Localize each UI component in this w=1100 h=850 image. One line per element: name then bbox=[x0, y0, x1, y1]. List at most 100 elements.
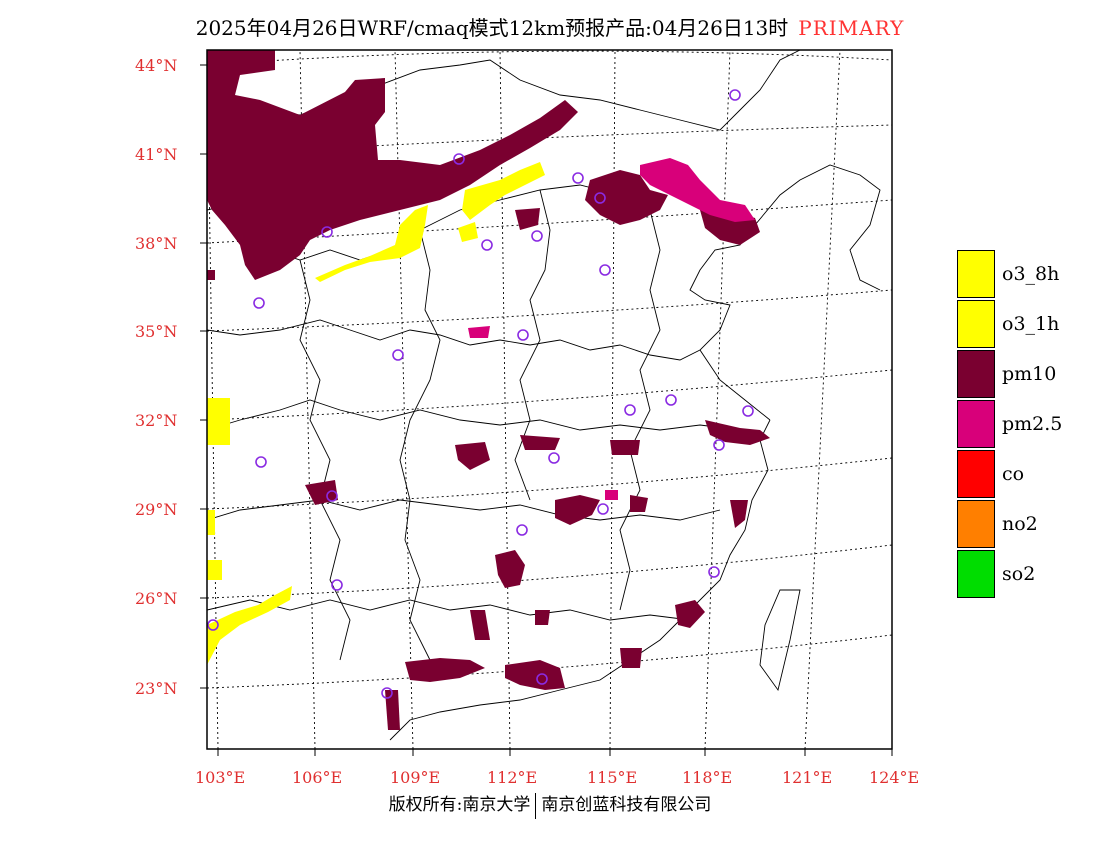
pm10-gansu bbox=[207, 270, 215, 280]
lon-line-115 bbox=[609, 50, 616, 749]
province-5 bbox=[207, 499, 721, 521]
lat-label: 35°N bbox=[135, 322, 178, 341]
legend-label-co: co bbox=[1002, 463, 1025, 485]
lat-label: 32°N bbox=[135, 411, 178, 430]
pm10-beijing-tianjin bbox=[585, 170, 668, 225]
title-tag: PRIMARY bbox=[798, 16, 905, 40]
lon-label: 109°E bbox=[390, 768, 441, 787]
lat-label: 23°N bbox=[135, 679, 178, 698]
province-6 bbox=[207, 599, 691, 621]
o3-regions bbox=[207, 162, 545, 665]
lon-label: 121°E bbox=[782, 768, 833, 787]
pm10-inner-mongolia bbox=[207, 50, 578, 280]
legend-swatch-o3-1h bbox=[957, 300, 995, 348]
station-marker bbox=[331, 579, 343, 591]
lat-label: 26°N bbox=[135, 589, 178, 608]
legend-label-so2: so2 bbox=[1002, 563, 1036, 585]
map-content bbox=[207, 50, 892, 749]
taiwan bbox=[759, 589, 801, 692]
pm10-jiangsu bbox=[705, 420, 770, 445]
station-marker bbox=[548, 452, 560, 464]
o3-yunnan-2 bbox=[207, 586, 292, 665]
lon-line-109 bbox=[394, 50, 414, 749]
pm25-hebei-liaoning bbox=[640, 158, 755, 222]
pm10-anhui bbox=[610, 440, 640, 455]
pm10-jiangxi bbox=[630, 495, 648, 512]
legend-label-no2: no2 bbox=[1002, 513, 1038, 535]
lon-line-118 bbox=[704, 50, 731, 749]
station-markers bbox=[207, 89, 754, 699]
station-marker bbox=[381, 687, 393, 699]
station-marker bbox=[516, 524, 528, 536]
legend-swatch-no2 bbox=[957, 500, 995, 548]
station-marker bbox=[708, 566, 720, 578]
station-marker bbox=[481, 239, 493, 251]
pm10-guangdong-west bbox=[470, 610, 490, 640]
station-marker bbox=[517, 329, 529, 341]
northeast-border bbox=[754, 164, 881, 291]
pm10-yunnan-south bbox=[385, 690, 400, 730]
footer-divider bbox=[535, 792, 537, 819]
legend-label-pm10: pm10 bbox=[1002, 363, 1057, 385]
station-marker bbox=[253, 297, 265, 309]
pm10-shanxi bbox=[515, 208, 540, 230]
province-9 bbox=[619, 209, 661, 611]
pm10-guangxi bbox=[405, 658, 485, 682]
station-marker bbox=[742, 405, 754, 417]
pm25-regions bbox=[468, 158, 755, 500]
province-10 bbox=[299, 259, 351, 661]
lat-line-35 bbox=[207, 289, 892, 332]
pm25-shaanxi bbox=[468, 326, 490, 338]
pm10-guangdong-east bbox=[620, 648, 642, 668]
coastline bbox=[389, 419, 771, 741]
legend-swatch-co bbox=[957, 450, 995, 498]
station-marker bbox=[326, 490, 338, 502]
station-marker bbox=[255, 456, 267, 468]
legend-label-o3-8h: o3_8h bbox=[1002, 263, 1060, 285]
lon-label: 112°E bbox=[487, 768, 538, 787]
lon-label: 106°E bbox=[292, 768, 343, 787]
lat-line-44 bbox=[207, 50, 892, 66]
pm25-jiangxi bbox=[605, 490, 618, 500]
province-7 bbox=[399, 229, 441, 661]
lon-label: 118°E bbox=[682, 768, 733, 787]
station-marker bbox=[453, 153, 465, 165]
province-4 bbox=[207, 399, 741, 431]
legend-swatch-pm10 bbox=[957, 350, 995, 398]
lon-label: 103°E bbox=[195, 768, 246, 787]
lon-line-112 bbox=[499, 50, 511, 749]
legend-label-o3-1h: o3_1h bbox=[1002, 313, 1060, 335]
station-marker bbox=[207, 619, 219, 631]
station-marker bbox=[594, 192, 606, 204]
pm10-chongqing bbox=[455, 442, 490, 470]
pm10-fujian bbox=[675, 600, 705, 628]
pm10-guangdong-mid bbox=[535, 610, 550, 625]
lat-label: 38°N bbox=[135, 234, 178, 253]
copyright-left: 版权所有:南京大学 bbox=[388, 795, 531, 815]
legend-label-pm25: pm2.5 bbox=[1002, 413, 1063, 435]
bohai-coast bbox=[689, 224, 771, 421]
o3-shanxi-mid bbox=[458, 222, 478, 242]
pm10-zhejiang bbox=[730, 500, 748, 528]
station-marker bbox=[321, 226, 333, 238]
station-marker bbox=[624, 404, 636, 416]
axis-ticks bbox=[200, 64, 893, 756]
lat-label: 41°N bbox=[135, 145, 178, 164]
title-main: 2025年04月26日WRF/cmaq模式12km预报产品:04月26日13时 bbox=[195, 16, 789, 40]
lat-label: 44°N bbox=[135, 56, 178, 75]
province-3 bbox=[207, 319, 701, 361]
legend-swatch-o3-8h bbox=[957, 250, 995, 298]
lon-line-121 bbox=[804, 50, 841, 749]
pm10-regions bbox=[207, 50, 770, 730]
lon-label: 124°E bbox=[869, 768, 920, 787]
lat-label: 29°N bbox=[135, 500, 178, 519]
station-marker bbox=[713, 439, 725, 451]
station-marker bbox=[597, 503, 609, 515]
station-marker bbox=[729, 89, 741, 101]
pm10-sichuan-1 bbox=[305, 480, 338, 505]
station-marker bbox=[572, 172, 584, 184]
map-frame bbox=[206, 49, 893, 750]
lon-line-106 bbox=[299, 50, 316, 749]
o3-shanxi-north bbox=[462, 162, 545, 220]
